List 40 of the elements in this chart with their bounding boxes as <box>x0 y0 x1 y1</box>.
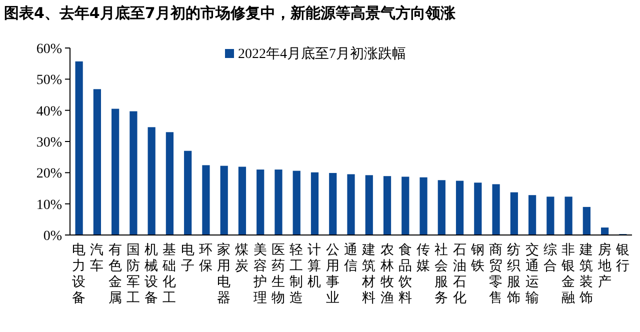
x-tick-label: 社会服务 <box>434 242 449 306</box>
x-tick-label: 农林牧渔 <box>379 242 394 306</box>
y-tick-label: 40% <box>36 104 62 120</box>
x-tick-label: 电子 <box>180 242 195 274</box>
x-tick-label: 银行 <box>614 242 630 274</box>
x-tick-label: 非银金融 <box>560 242 576 306</box>
x-tick-label: 基础化工 <box>162 242 177 306</box>
x-tick-label: 钢铁 <box>470 242 485 274</box>
x-tick-label: 计算机 <box>308 242 322 290</box>
y-tick-label: 50% <box>36 73 62 88</box>
x-tick-label: 公用事业 <box>326 242 340 306</box>
x-tick-label: 汽车 <box>90 242 104 274</box>
y-tick-label: 60% <box>36 42 62 57</box>
x-tick-label: 有色金属 <box>108 242 122 306</box>
x-tick-label: 通信 <box>344 242 358 274</box>
x-tick-label: 环保 <box>198 242 213 274</box>
chart-title: 图表4、去年4月底至7月初的市场修复中，新能源等高景气方向领涨 <box>4 4 456 22</box>
x-tick-label: 煤炭 <box>235 242 250 274</box>
x-tick-label: 国防军工 <box>126 242 140 306</box>
legend-label: 2022年4月底至7月初涨跌幅 <box>238 46 406 62</box>
y-tick-label: 10% <box>36 198 62 213</box>
y-tick-label: 0% <box>43 229 62 244</box>
x-tick-label: 传媒 <box>416 242 431 274</box>
x-tick-label: 家用电器 <box>217 242 232 306</box>
x-tick-label: 建筑装饰 <box>578 242 594 306</box>
x-tick-label: 电力设备 <box>72 242 86 306</box>
x-tick-label: 商贸零售 <box>489 242 504 306</box>
x-tick-label: 医药生物 <box>271 242 286 306</box>
y-tick-label: 20% <box>36 166 62 182</box>
x-tick-label: 轻工制造 <box>290 242 304 306</box>
x-tick-label: 建筑材料 <box>361 242 376 306</box>
x-tick-label: 交通运输 <box>525 242 540 306</box>
x-tick-label: 食品饮料 <box>397 242 412 306</box>
x-tick-label: 石油石化 <box>452 242 467 306</box>
y-tick-label: 30% <box>36 136 62 150</box>
x-tick-label: 综合 <box>543 242 558 274</box>
x-tick-label: 美容护理 <box>252 242 268 306</box>
x-tick-label: 纺织服饰 <box>506 242 522 306</box>
x-tick-label: 房地产 <box>596 242 612 290</box>
x-tick-label: 机械设备 <box>144 242 159 306</box>
